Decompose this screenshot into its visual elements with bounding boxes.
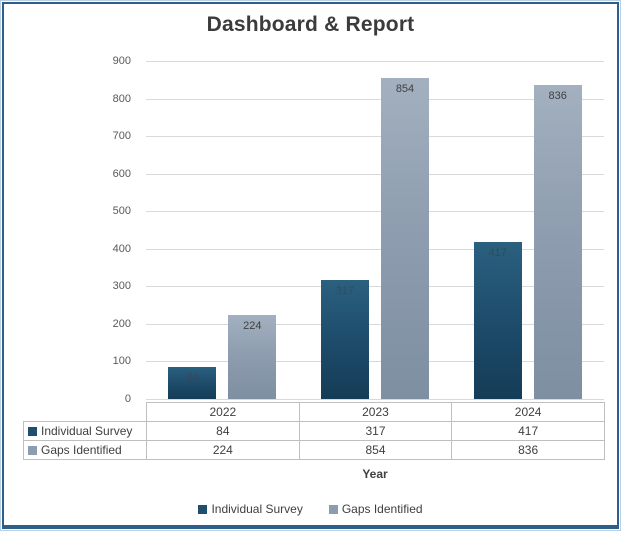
bar-individual-survey-2023 <box>321 279 369 399</box>
y-tick-label: 0 <box>124 393 131 405</box>
bar-data-label: 836 <box>548 90 567 103</box>
legend: Individual Survey Gaps Identified <box>1 502 620 516</box>
gridline <box>146 98 604 100</box>
table-year-header: 2024 <box>451 402 605 422</box>
y-tick-label: 800 <box>112 92 131 105</box>
bar-individual-survey-2024 <box>473 242 522 399</box>
series-swatch-icon <box>28 446 37 455</box>
legend-label: Gaps Identified <box>341 502 423 516</box>
bar-individual-survey-2022 <box>168 367 217 399</box>
gridline <box>146 248 604 250</box>
gridline <box>146 286 604 288</box>
table-value-cell: 854 <box>298 440 453 460</box>
legend-item-individual-survey: Individual Survey <box>198 502 303 516</box>
table-value-cell: 836 <box>451 440 605 460</box>
gridline <box>146 211 604 213</box>
data-table: 2022 2023 2024 Individual Survey 84 317 417 Gap… <box>23 402 605 460</box>
y-tick-label: 600 <box>112 167 131 180</box>
table-year-header: 2023 <box>298 402 453 422</box>
bar-data-label: 224 <box>243 319 262 332</box>
bar-gaps-identified-2023 <box>381 78 429 399</box>
bar-gaps-identified-2022 <box>228 314 277 399</box>
x-axis-title: Year <box>362 467 388 481</box>
table-series-label: Gaps Identified <box>23 440 147 460</box>
table-year-header: 2022 <box>146 402 300 422</box>
table-corner-cell <box>24 403 147 422</box>
table-series-label: Individual Survey <box>23 421 147 441</box>
bar-data-label: 854 <box>395 83 415 96</box>
chart-title: Dashboard & Report <box>206 13 415 36</box>
gridline <box>146 323 604 325</box>
legend-swatch-icon <box>328 504 338 514</box>
y-tick-label: 300 <box>112 280 131 293</box>
bar-gaps-identified-2024 <box>533 85 582 399</box>
legend-swatch-icon <box>198 504 208 514</box>
bar-data-label: 84 <box>186 372 199 385</box>
gridline <box>146 361 604 363</box>
legend-label: Individual Survey <box>211 502 303 516</box>
table-value-cell: 317 <box>298 421 453 441</box>
y-tick-label: 400 <box>112 242 131 255</box>
table-value-cell: 417 <box>451 421 605 441</box>
legend-item-gaps-identified: Gaps Identified <box>328 502 423 516</box>
y-tick-label: 500 <box>112 205 131 218</box>
y-tick-label: 700 <box>112 130 131 143</box>
table-value-cell: 224 <box>146 440 300 460</box>
table-value-cell: 84 <box>146 421 300 441</box>
bar-data-label: 317 <box>335 284 355 297</box>
gridline <box>146 399 604 400</box>
series-swatch-icon <box>28 427 37 436</box>
gridline <box>146 173 604 175</box>
gridline <box>146 136 604 138</box>
bar-data-label: 417 <box>488 247 507 260</box>
gridline <box>146 61 604 62</box>
y-tick-label: 200 <box>112 317 131 330</box>
y-tick-label: 100 <box>112 355 131 368</box>
y-tick-label: 900 <box>112 55 131 67</box>
